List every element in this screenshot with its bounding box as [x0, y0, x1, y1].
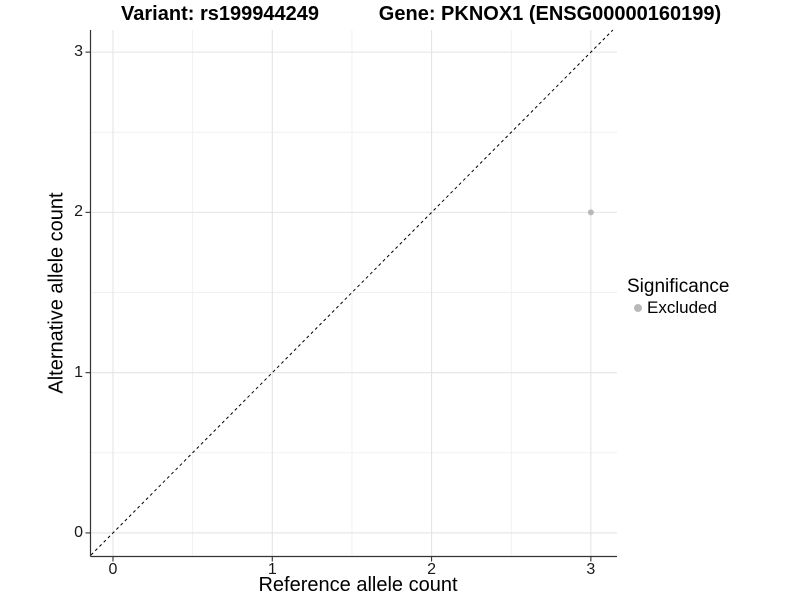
- legend-point-icon: [634, 303, 642, 312]
- x-tick-label: 1: [267, 561, 277, 578]
- y-tick-label: 2: [74, 203, 83, 221]
- legend-item: Excluded: [627, 298, 729, 317]
- data-point: [587, 209, 594, 216]
- legend-items: Excluded: [627, 298, 729, 317]
- legend-title: Significance: [627, 276, 730, 297]
- y-tick-label: 1: [74, 363, 83, 381]
- legend: Significance Excluded: [627, 276, 729, 317]
- legend-item-label: Excluded: [647, 298, 717, 317]
- x-axis-title: Reference allele count: [258, 574, 458, 596]
- x-tick-label: 3: [586, 561, 596, 578]
- x-tick-label: 2: [427, 561, 437, 578]
- y-axis-title: Alternative allele count: [45, 192, 68, 394]
- y-tick-label: 3: [74, 43, 83, 61]
- variant-title: Variant: rs199944249: [121, 3, 319, 25]
- y-tick-label: 0: [74, 523, 83, 541]
- x-tick-label: 0: [108, 561, 118, 578]
- gene-title: Gene: PKNOX1 (ENSG00000160199): [378, 3, 722, 25]
